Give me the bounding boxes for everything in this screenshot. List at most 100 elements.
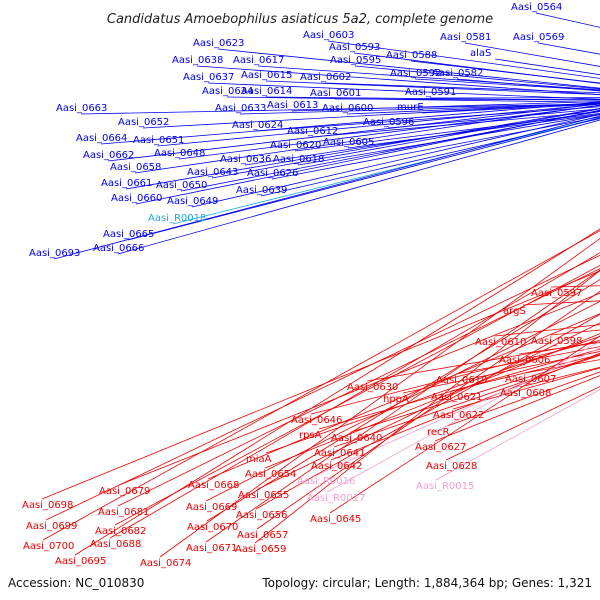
forward-gene-label: Aasi_0663 xyxy=(56,103,107,114)
forward-gene-label: Aasi_0601 xyxy=(310,88,361,99)
reverse-gene-label: Aasi_0627 xyxy=(415,442,466,453)
reverse-leader-line xyxy=(265,335,600,454)
reverse-leader-line xyxy=(207,313,600,480)
forward-gene-label: Aasi_0595 xyxy=(330,55,381,66)
forward-leader-line xyxy=(537,42,600,55)
reverse-leader-line xyxy=(114,264,600,526)
reverse-leader-line xyxy=(310,339,600,415)
forward-leader-line xyxy=(239,103,600,115)
reverse-gene-label: recR xyxy=(427,427,450,438)
reverse-gene-label: Aasi_0628 xyxy=(426,461,477,472)
reverse-gene-label: Aasi_R0015 xyxy=(416,481,474,492)
forward-leader-line xyxy=(211,108,600,179)
forward-gene-label: Aasi_0638 xyxy=(172,55,223,66)
reverse-gene-label: Aasi_0657 xyxy=(237,530,288,541)
reverse-gene-label: Aasi_0642 xyxy=(311,461,362,472)
reverse-gene-label: Aasi_0698 xyxy=(22,500,73,511)
forward-leader-line xyxy=(535,12,600,28)
forward-gene-label: Aasi_0649 xyxy=(167,196,218,207)
forward-gene-label: Aasi_0639 xyxy=(236,185,287,196)
forward-gene-label: Aasi_0623 xyxy=(193,38,244,49)
reverse-leader-line xyxy=(402,351,600,394)
reverse-leader-line xyxy=(42,230,600,541)
accession-text: Accession: NC_010830 xyxy=(8,576,144,590)
forward-leader-line xyxy=(127,117,600,241)
reverse-leader-line xyxy=(366,341,600,382)
forward-leader-line xyxy=(80,103,600,115)
forward-leader-line xyxy=(107,103,600,162)
forward-leader-line xyxy=(265,96,600,101)
forward-gene-label: Aasi_0664 xyxy=(76,133,127,144)
reverse-leader-line xyxy=(450,354,600,392)
forward-gene-label: Aasi_0660 xyxy=(111,193,162,204)
reverse-gene-label: Aasi_0670 xyxy=(187,522,238,533)
forward-gene-label: Aasi_0581 xyxy=(440,32,491,43)
forward-leader-line xyxy=(257,65,600,91)
forward-gene-label: Aasi_0596 xyxy=(363,117,414,128)
forward-gene-label: Aasi_0634 xyxy=(202,86,253,97)
forward-gene-label: Aasi_0620 xyxy=(270,140,321,151)
reverse-gene-label: Aasi_0608 xyxy=(500,388,551,399)
reverse-leader-line xyxy=(445,386,600,461)
forward-gene-label: Aasi_0648 xyxy=(154,148,205,159)
forward-gene-label: Aasi_0662 xyxy=(83,150,134,161)
forward-gene-label: Aasi_R0018 xyxy=(148,213,206,224)
reverse-gene-label: Aasi_0622 xyxy=(433,410,484,421)
forward-leader-line xyxy=(191,113,600,208)
reverse-gene-label: hppA xyxy=(383,394,409,405)
reverse-leader-line xyxy=(254,270,600,544)
forward-gene-label: Aasi_0615 xyxy=(241,70,292,81)
forward-leader-line xyxy=(142,102,600,129)
forward-leader-line xyxy=(291,101,600,112)
forward-gene-label: murE xyxy=(397,102,424,113)
forward-leader-line xyxy=(429,97,600,99)
reverse-leader-line xyxy=(326,340,600,493)
forward-leader-line xyxy=(134,104,600,174)
forward-gene-label: Aasi_0613 xyxy=(267,100,318,111)
reverse-gene-label: Aasi_0645 xyxy=(310,514,361,525)
reverse-gene-label: Aasi_0700 xyxy=(23,541,74,552)
forward-leader-line xyxy=(271,116,600,180)
forward-gene-label: Aasi_0605 xyxy=(323,137,374,148)
forward-gene-label: Aasi_0661 xyxy=(101,178,152,189)
forward-leader-line xyxy=(265,80,600,95)
reverse-leader-line xyxy=(109,252,600,539)
label-leader-lines xyxy=(41,12,600,558)
reverse-leader-line xyxy=(330,352,600,461)
reverse-gene-label: Aasi_0682 xyxy=(95,526,146,537)
reverse-leader-line xyxy=(350,354,600,433)
forward-leader-line xyxy=(410,60,600,84)
forward-gene-label: Aasi_0633 xyxy=(215,103,266,114)
forward-gene-label: Aasi_0592 xyxy=(390,68,441,79)
forward-leader-line xyxy=(244,111,600,166)
forward-gene-label: Aasi_0624 xyxy=(232,120,283,131)
reverse-gene-label: Aasi_0654 xyxy=(245,469,296,480)
forward-leader-line xyxy=(294,112,600,152)
reverse-leader-line xyxy=(117,268,600,507)
forward-gene-label: Aasi_0602 xyxy=(300,72,351,83)
reverse-gene-label: Aasi_0668 xyxy=(188,480,239,491)
reverse-leader-line xyxy=(435,388,600,481)
reverse-leader-line xyxy=(74,228,600,556)
reverse-gene-label: Aasi_0646 xyxy=(291,415,342,426)
forward-gene-label: Aasi_0600 xyxy=(322,103,373,114)
forward-gene-label: Aasi_0569 xyxy=(513,32,564,43)
reverse-leader-line xyxy=(205,300,600,502)
forward-leader-line xyxy=(53,115,600,260)
reverse-gene-label: rpsA xyxy=(299,430,322,441)
reverse-gene-label: Aasi_0607 xyxy=(505,374,556,385)
forward-gene-label: Aasi_0588 xyxy=(386,50,437,61)
forward-leader-line xyxy=(297,114,600,166)
forward-gene-label: Aasi_0614 xyxy=(241,86,292,97)
reverse-leader-line xyxy=(118,292,600,486)
forward-gene-label: Aasi_0582 xyxy=(432,68,483,79)
gene-labels: 740 kbp760 kbp780 kbp800 kbp820 kbp840 k… xyxy=(22,2,582,569)
forward-leader-line xyxy=(217,48,600,89)
forward-gene-label: Aasi_0652 xyxy=(118,117,169,128)
forward-gene-label: Aasi_0636 xyxy=(220,154,271,165)
forward-leader-line xyxy=(334,98,600,101)
reverse-leader-line xyxy=(41,270,600,500)
forward-gene-label: Aasi_0564 xyxy=(511,2,562,13)
reverse-gene-label: Aasi_0630 xyxy=(347,382,398,393)
